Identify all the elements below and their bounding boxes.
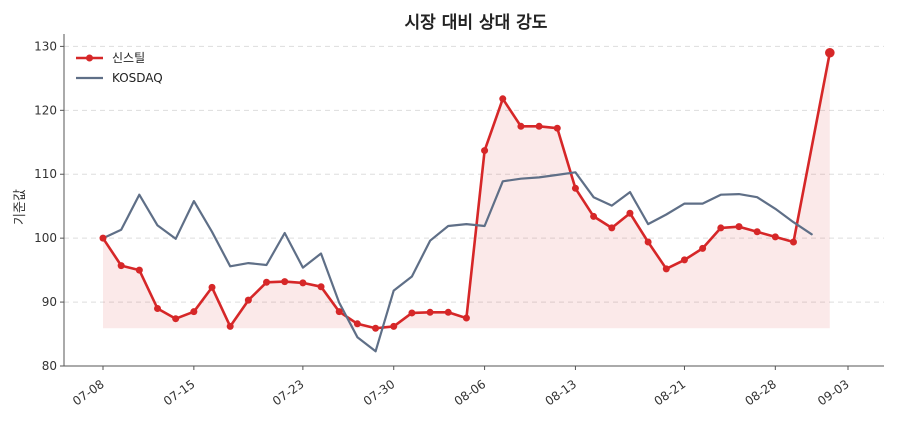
data-point [190, 308, 198, 316]
data-point [172, 315, 180, 323]
data-point [263, 278, 271, 286]
data-point [99, 234, 107, 242]
data-point [753, 228, 761, 236]
x-tick-label: 07-15 [161, 377, 198, 408]
legend-label: KOSDAQ [112, 71, 163, 85]
x-tick-label: 07-08 [70, 377, 107, 408]
data-point [281, 278, 289, 286]
series-points [99, 47, 835, 332]
area-fills [103, 52, 830, 329]
data-point [390, 322, 398, 330]
y-tick-label: 100 [34, 231, 57, 245]
y-tick-label: 110 [34, 167, 57, 181]
chart-title: 시장 대비 상대 강도 [405, 13, 548, 33]
data-point [135, 266, 143, 274]
data-point [517, 122, 525, 130]
x-tick-label: 07-23 [270, 377, 307, 408]
data-point [117, 262, 125, 270]
data-point [680, 256, 688, 264]
data-point [226, 322, 234, 330]
data-point [590, 212, 598, 220]
x-tick-label: 08-13 [543, 377, 580, 408]
data-point [335, 308, 343, 316]
series-lines [101, 51, 832, 353]
data-point [353, 320, 361, 328]
series-area-1 [103, 52, 830, 329]
data-point [825, 47, 835, 58]
data-point [626, 209, 634, 217]
x-tick-label: 07-30 [361, 377, 398, 408]
data-point [317, 283, 325, 291]
data-point [244, 296, 252, 304]
data-point [408, 309, 416, 317]
y-tick-label: 90 [42, 295, 57, 309]
data-point [662, 265, 670, 273]
data-point [481, 147, 489, 155]
data-point [553, 124, 561, 132]
y-tick-label: 80 [42, 359, 57, 373]
y-axis-label: 기준값 [13, 189, 28, 225]
x-tick-label: 08-28 [742, 377, 779, 408]
y-tick-label: 120 [34, 103, 57, 117]
data-point [462, 314, 470, 322]
series-line-1 [101, 51, 832, 330]
legend-label: 신스틸 [112, 51, 145, 65]
x-tick-label: 08-21 [652, 377, 689, 408]
data-point [571, 184, 579, 192]
data-point [535, 122, 543, 130]
legend: 신스틸 KOSDAQ [76, 51, 163, 85]
data-point [717, 224, 725, 232]
series-line-2 [101, 171, 813, 353]
x-tick-label: 08-06 [452, 377, 489, 408]
y-tick-label: 130 [34, 39, 57, 53]
data-point [699, 244, 707, 252]
data-point [771, 233, 779, 241]
data-point [444, 308, 452, 316]
data-point [608, 224, 616, 232]
data-point [644, 238, 652, 246]
data-point [372, 324, 380, 332]
data-point [154, 304, 162, 312]
data-point [208, 283, 216, 291]
x-tick-label: 09-03 [815, 377, 852, 408]
data-point [735, 223, 743, 231]
data-point [499, 95, 507, 103]
data-point [299, 279, 307, 287]
axes: 80 90 100 110 120 130 07-08 07-15 07-23 07-30 08-0… [34, 34, 884, 408]
data-point [426, 308, 434, 316]
data-point [789, 238, 797, 246]
legend-marker [86, 54, 93, 62]
